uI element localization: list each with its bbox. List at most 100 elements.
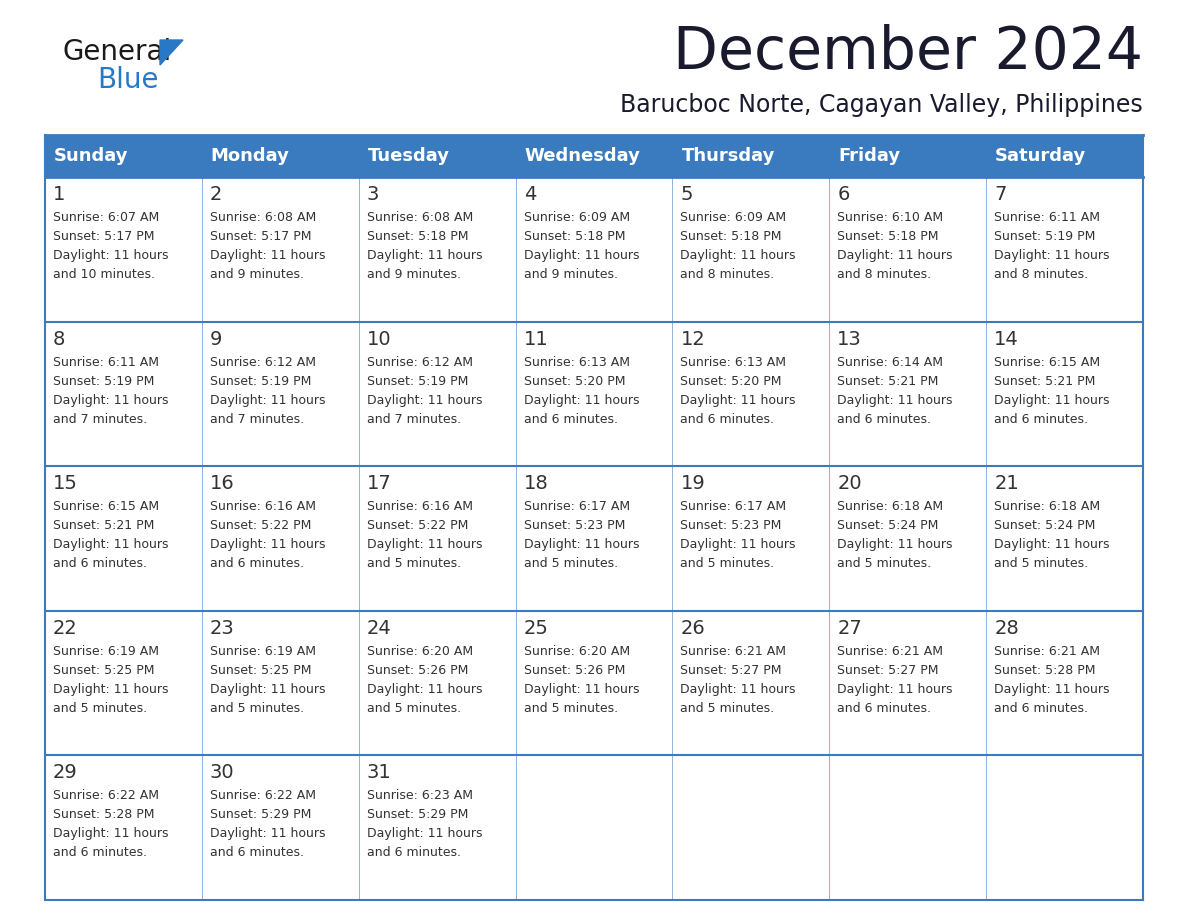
Text: Sunrise: 6:11 AM: Sunrise: 6:11 AM	[994, 211, 1100, 224]
Text: Monday: Monday	[210, 147, 290, 165]
Text: General: General	[62, 38, 171, 66]
Text: Thursday: Thursday	[682, 147, 775, 165]
Text: Sunset: 5:27 PM: Sunset: 5:27 PM	[681, 664, 782, 677]
Text: 16: 16	[210, 475, 234, 493]
Text: Daylight: 11 hours: Daylight: 11 hours	[53, 538, 169, 551]
Text: Sunrise: 6:07 AM: Sunrise: 6:07 AM	[53, 211, 159, 224]
Text: Wednesday: Wednesday	[525, 147, 640, 165]
Text: Sunrise: 6:21 AM: Sunrise: 6:21 AM	[994, 644, 1100, 658]
Text: 10: 10	[367, 330, 391, 349]
Text: Sunset: 5:23 PM: Sunset: 5:23 PM	[681, 520, 782, 532]
Bar	[672, 321, 829, 466]
Text: and 9 minutes.: and 9 minutes.	[210, 268, 304, 281]
Bar	[516, 177, 672, 321]
Text: Sunday: Sunday	[53, 147, 128, 165]
Text: Daylight: 11 hours: Daylight: 11 hours	[994, 538, 1110, 551]
Text: Sunset: 5:18 PM: Sunset: 5:18 PM	[681, 230, 782, 243]
Text: Sunset: 5:18 PM: Sunset: 5:18 PM	[838, 230, 939, 243]
Text: 3: 3	[367, 185, 379, 204]
Text: Daylight: 11 hours: Daylight: 11 hours	[838, 683, 953, 696]
Bar	[516, 466, 672, 610]
Bar	[359, 610, 516, 756]
Text: Sunrise: 6:13 AM: Sunrise: 6:13 AM	[524, 355, 630, 369]
Text: Daylight: 11 hours: Daylight: 11 hours	[210, 394, 326, 407]
Text: and 6 minutes.: and 6 minutes.	[210, 846, 304, 859]
Bar	[516, 135, 672, 177]
Text: and 7 minutes.: and 7 minutes.	[367, 412, 461, 426]
Text: Daylight: 11 hours: Daylight: 11 hours	[524, 249, 639, 262]
Text: and 10 minutes.: and 10 minutes.	[53, 268, 154, 281]
Bar	[516, 321, 672, 466]
Text: and 9 minutes.: and 9 minutes.	[524, 268, 618, 281]
Text: Sunset: 5:22 PM: Sunset: 5:22 PM	[367, 520, 468, 532]
Bar	[45, 466, 202, 610]
Bar	[672, 466, 829, 610]
Text: Daylight: 11 hours: Daylight: 11 hours	[681, 538, 796, 551]
Bar	[829, 466, 986, 610]
Text: 22: 22	[53, 619, 77, 638]
Text: Sunset: 5:24 PM: Sunset: 5:24 PM	[838, 520, 939, 532]
Text: Daylight: 11 hours: Daylight: 11 hours	[524, 394, 639, 407]
Text: and 5 minutes.: and 5 minutes.	[367, 557, 461, 570]
Text: 26: 26	[681, 619, 706, 638]
Text: and 5 minutes.: and 5 minutes.	[681, 557, 775, 570]
Text: Sunrise: 6:14 AM: Sunrise: 6:14 AM	[838, 355, 943, 369]
Text: Sunrise: 6:16 AM: Sunrise: 6:16 AM	[367, 500, 473, 513]
Text: Sunset: 5:26 PM: Sunset: 5:26 PM	[367, 664, 468, 677]
Text: Sunset: 5:21 PM: Sunset: 5:21 PM	[53, 520, 154, 532]
Text: Sunrise: 6:15 AM: Sunrise: 6:15 AM	[994, 355, 1100, 369]
Text: 4: 4	[524, 185, 536, 204]
Text: and 5 minutes.: and 5 minutes.	[524, 557, 618, 570]
Text: 28: 28	[994, 619, 1019, 638]
Bar	[202, 177, 359, 321]
Bar	[202, 135, 359, 177]
Text: and 6 minutes.: and 6 minutes.	[53, 846, 147, 859]
Text: Sunrise: 6:20 AM: Sunrise: 6:20 AM	[367, 644, 473, 658]
Text: 7: 7	[994, 185, 1006, 204]
Text: Sunrise: 6:21 AM: Sunrise: 6:21 AM	[681, 644, 786, 658]
Text: 30: 30	[210, 764, 234, 782]
Text: Sunset: 5:28 PM: Sunset: 5:28 PM	[53, 809, 154, 822]
Text: Daylight: 11 hours: Daylight: 11 hours	[838, 249, 953, 262]
Text: Daylight: 11 hours: Daylight: 11 hours	[367, 827, 482, 840]
Text: Daylight: 11 hours: Daylight: 11 hours	[53, 249, 169, 262]
Text: Sunrise: 6:20 AM: Sunrise: 6:20 AM	[524, 644, 630, 658]
Text: Blue: Blue	[97, 66, 158, 94]
Text: Sunset: 5:19 PM: Sunset: 5:19 PM	[53, 375, 154, 387]
Text: Daylight: 11 hours: Daylight: 11 hours	[210, 249, 326, 262]
Text: Daylight: 11 hours: Daylight: 11 hours	[524, 683, 639, 696]
Text: Sunrise: 6:10 AM: Sunrise: 6:10 AM	[838, 211, 943, 224]
Text: 14: 14	[994, 330, 1019, 349]
Text: Sunrise: 6:08 AM: Sunrise: 6:08 AM	[367, 211, 473, 224]
Bar	[672, 756, 829, 900]
Text: Daylight: 11 hours: Daylight: 11 hours	[524, 538, 639, 551]
Text: Sunrise: 6:11 AM: Sunrise: 6:11 AM	[53, 355, 159, 369]
Text: and 6 minutes.: and 6 minutes.	[994, 701, 1088, 715]
Text: Sunset: 5:20 PM: Sunset: 5:20 PM	[524, 375, 625, 387]
Text: 20: 20	[838, 475, 862, 493]
Text: Saturday: Saturday	[996, 147, 1086, 165]
Text: Daylight: 11 hours: Daylight: 11 hours	[210, 683, 326, 696]
Bar	[986, 135, 1143, 177]
Text: and 6 minutes.: and 6 minutes.	[838, 701, 931, 715]
Text: Sunrise: 6:09 AM: Sunrise: 6:09 AM	[681, 211, 786, 224]
Text: 27: 27	[838, 619, 862, 638]
Text: and 8 minutes.: and 8 minutes.	[994, 268, 1088, 281]
Text: Sunrise: 6:19 AM: Sunrise: 6:19 AM	[210, 644, 316, 658]
Text: Sunrise: 6:22 AM: Sunrise: 6:22 AM	[53, 789, 159, 802]
Bar	[986, 321, 1143, 466]
Text: and 5 minutes.: and 5 minutes.	[838, 557, 931, 570]
Bar	[986, 177, 1143, 321]
Text: 17: 17	[367, 475, 392, 493]
Text: and 6 minutes.: and 6 minutes.	[681, 412, 775, 426]
Text: and 6 minutes.: and 6 minutes.	[367, 846, 461, 859]
Text: Sunrise: 6:23 AM: Sunrise: 6:23 AM	[367, 789, 473, 802]
Text: and 7 minutes.: and 7 minutes.	[210, 412, 304, 426]
Bar	[986, 756, 1143, 900]
Text: Daylight: 11 hours: Daylight: 11 hours	[367, 538, 482, 551]
Text: Sunset: 5:22 PM: Sunset: 5:22 PM	[210, 520, 311, 532]
Text: and 5 minutes.: and 5 minutes.	[994, 557, 1088, 570]
Text: Sunset: 5:19 PM: Sunset: 5:19 PM	[994, 230, 1095, 243]
Bar	[45, 135, 202, 177]
Bar	[359, 177, 516, 321]
